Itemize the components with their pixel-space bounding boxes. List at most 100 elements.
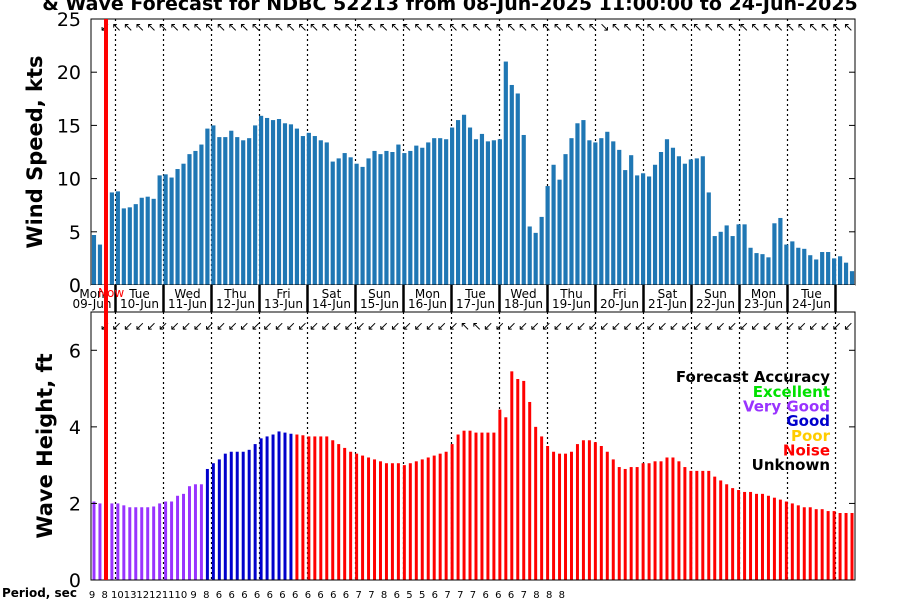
legend-item: Noise	[783, 441, 830, 459]
wave-arrow: ↙	[321, 319, 331, 333]
period-value: 6	[317, 590, 323, 600]
wind-arrow: ↖	[669, 20, 679, 34]
day-of-week-label: Sat	[322, 287, 342, 301]
wave-bar	[755, 493, 759, 580]
wave-bar	[164, 501, 168, 580]
legend-item: Good	[786, 412, 830, 430]
period-value: 5	[406, 590, 412, 600]
wind-bar	[581, 120, 586, 285]
wave-arrow: ↙	[762, 319, 772, 333]
legend-item: Unknown	[752, 456, 830, 474]
wave-bar	[558, 453, 562, 580]
wind-arrow: ↖	[820, 20, 830, 34]
wind-bar	[276, 119, 282, 286]
wind-bar	[163, 174, 168, 285]
wave-bar	[426, 457, 430, 580]
wind-bar	[318, 140, 323, 285]
wave-tick-label: 2	[69, 493, 81, 515]
wind-arrow: ↖	[507, 20, 517, 34]
wave-bar	[832, 511, 836, 580]
wave-bar	[707, 470, 711, 580]
wave-bar	[671, 457, 675, 580]
wind-arrow: ↖	[565, 20, 575, 34]
wind-bar	[300, 136, 305, 285]
period-value: 13	[124, 590, 137, 600]
wind-bar	[408, 150, 413, 285]
wind-bar	[724, 225, 729, 285]
legend-item: Poor	[791, 427, 831, 445]
wind-arrow: ↖	[832, 20, 842, 34]
wave-bar	[689, 470, 693, 580]
wind-arrow: ↖	[774, 20, 784, 34]
wave-bar	[731, 488, 735, 580]
period-value: 6	[267, 590, 273, 600]
period-value: 6	[394, 590, 400, 600]
wave-bar	[122, 505, 126, 580]
day-of-week-label: Sat	[658, 287, 678, 301]
wind-bar	[527, 226, 532, 285]
wind-bar	[306, 132, 311, 285]
period-value: 12	[149, 590, 162, 600]
wind-bar	[826, 252, 831, 285]
wind-arrow: ↖	[460, 20, 470, 34]
wave-bar	[653, 461, 657, 580]
wave-bar	[719, 480, 723, 580]
wave-bar	[611, 459, 615, 580]
wave-bar	[510, 371, 514, 580]
wave-bar	[110, 503, 114, 580]
wind-bar	[521, 134, 526, 285]
wave-arrow: ↙	[727, 319, 737, 333]
wave-arrow: ↙	[112, 319, 122, 333]
wave-bar	[564, 453, 568, 580]
wave-bar	[587, 440, 591, 580]
wind-bar	[420, 147, 425, 285]
wave-arrow: ↙	[193, 319, 203, 333]
wind-tick-label: 25	[57, 9, 81, 31]
wind-bar	[736, 224, 741, 285]
wind-arrow: ↖	[518, 20, 528, 34]
wave-bar	[546, 446, 550, 580]
wave-arrow: ↙	[425, 319, 435, 333]
wave-bar	[569, 451, 573, 580]
wind-bar	[641, 173, 646, 285]
wind-arrow: ↖	[448, 20, 458, 34]
wave-bar	[605, 451, 609, 580]
wind-bar	[694, 158, 699, 285]
wind-bar	[354, 163, 359, 285]
wind-bar	[223, 137, 228, 285]
wave-bar	[253, 444, 257, 580]
wave-bar	[229, 451, 233, 580]
wind-bar	[139, 197, 144, 285]
wave-bar	[552, 451, 556, 580]
wind-bar	[515, 93, 520, 285]
legend-title: Forecast Accuracy	[676, 368, 830, 386]
wave-bar	[152, 506, 156, 580]
wave-bar	[456, 434, 460, 580]
wave-arrow: ↙	[518, 319, 528, 333]
wave-arrow: ↙	[216, 319, 226, 333]
wind-arrow: ↖	[739, 20, 749, 34]
period-value: 9	[190, 590, 196, 600]
wave-bar	[98, 503, 102, 580]
wave-arrow: ↙	[774, 319, 784, 333]
wind-bar	[814, 259, 819, 285]
wind-bar	[169, 177, 174, 285]
wave-arrow: ↙	[309, 319, 319, 333]
wind-bar	[587, 140, 592, 285]
wind-bar	[491, 140, 496, 285]
day-of-week-label: Mon	[751, 287, 776, 301]
wind-bar	[533, 232, 538, 285]
wind-bar	[348, 157, 353, 285]
wind-arrow: ↖	[716, 20, 726, 34]
wave-arrow: ↙	[495, 319, 505, 333]
wave-bar	[629, 467, 633, 580]
wave-bar	[402, 465, 406, 580]
period-value: 8	[559, 590, 565, 600]
wave-bar	[199, 484, 203, 580]
wave-bar	[814, 509, 818, 580]
wave-bar	[492, 432, 496, 580]
wind-bar	[688, 159, 693, 285]
wave-arrow: ↙	[379, 319, 389, 333]
date-label: 18-Jun	[504, 297, 543, 311]
wind-arrow: ↖	[646, 20, 656, 34]
